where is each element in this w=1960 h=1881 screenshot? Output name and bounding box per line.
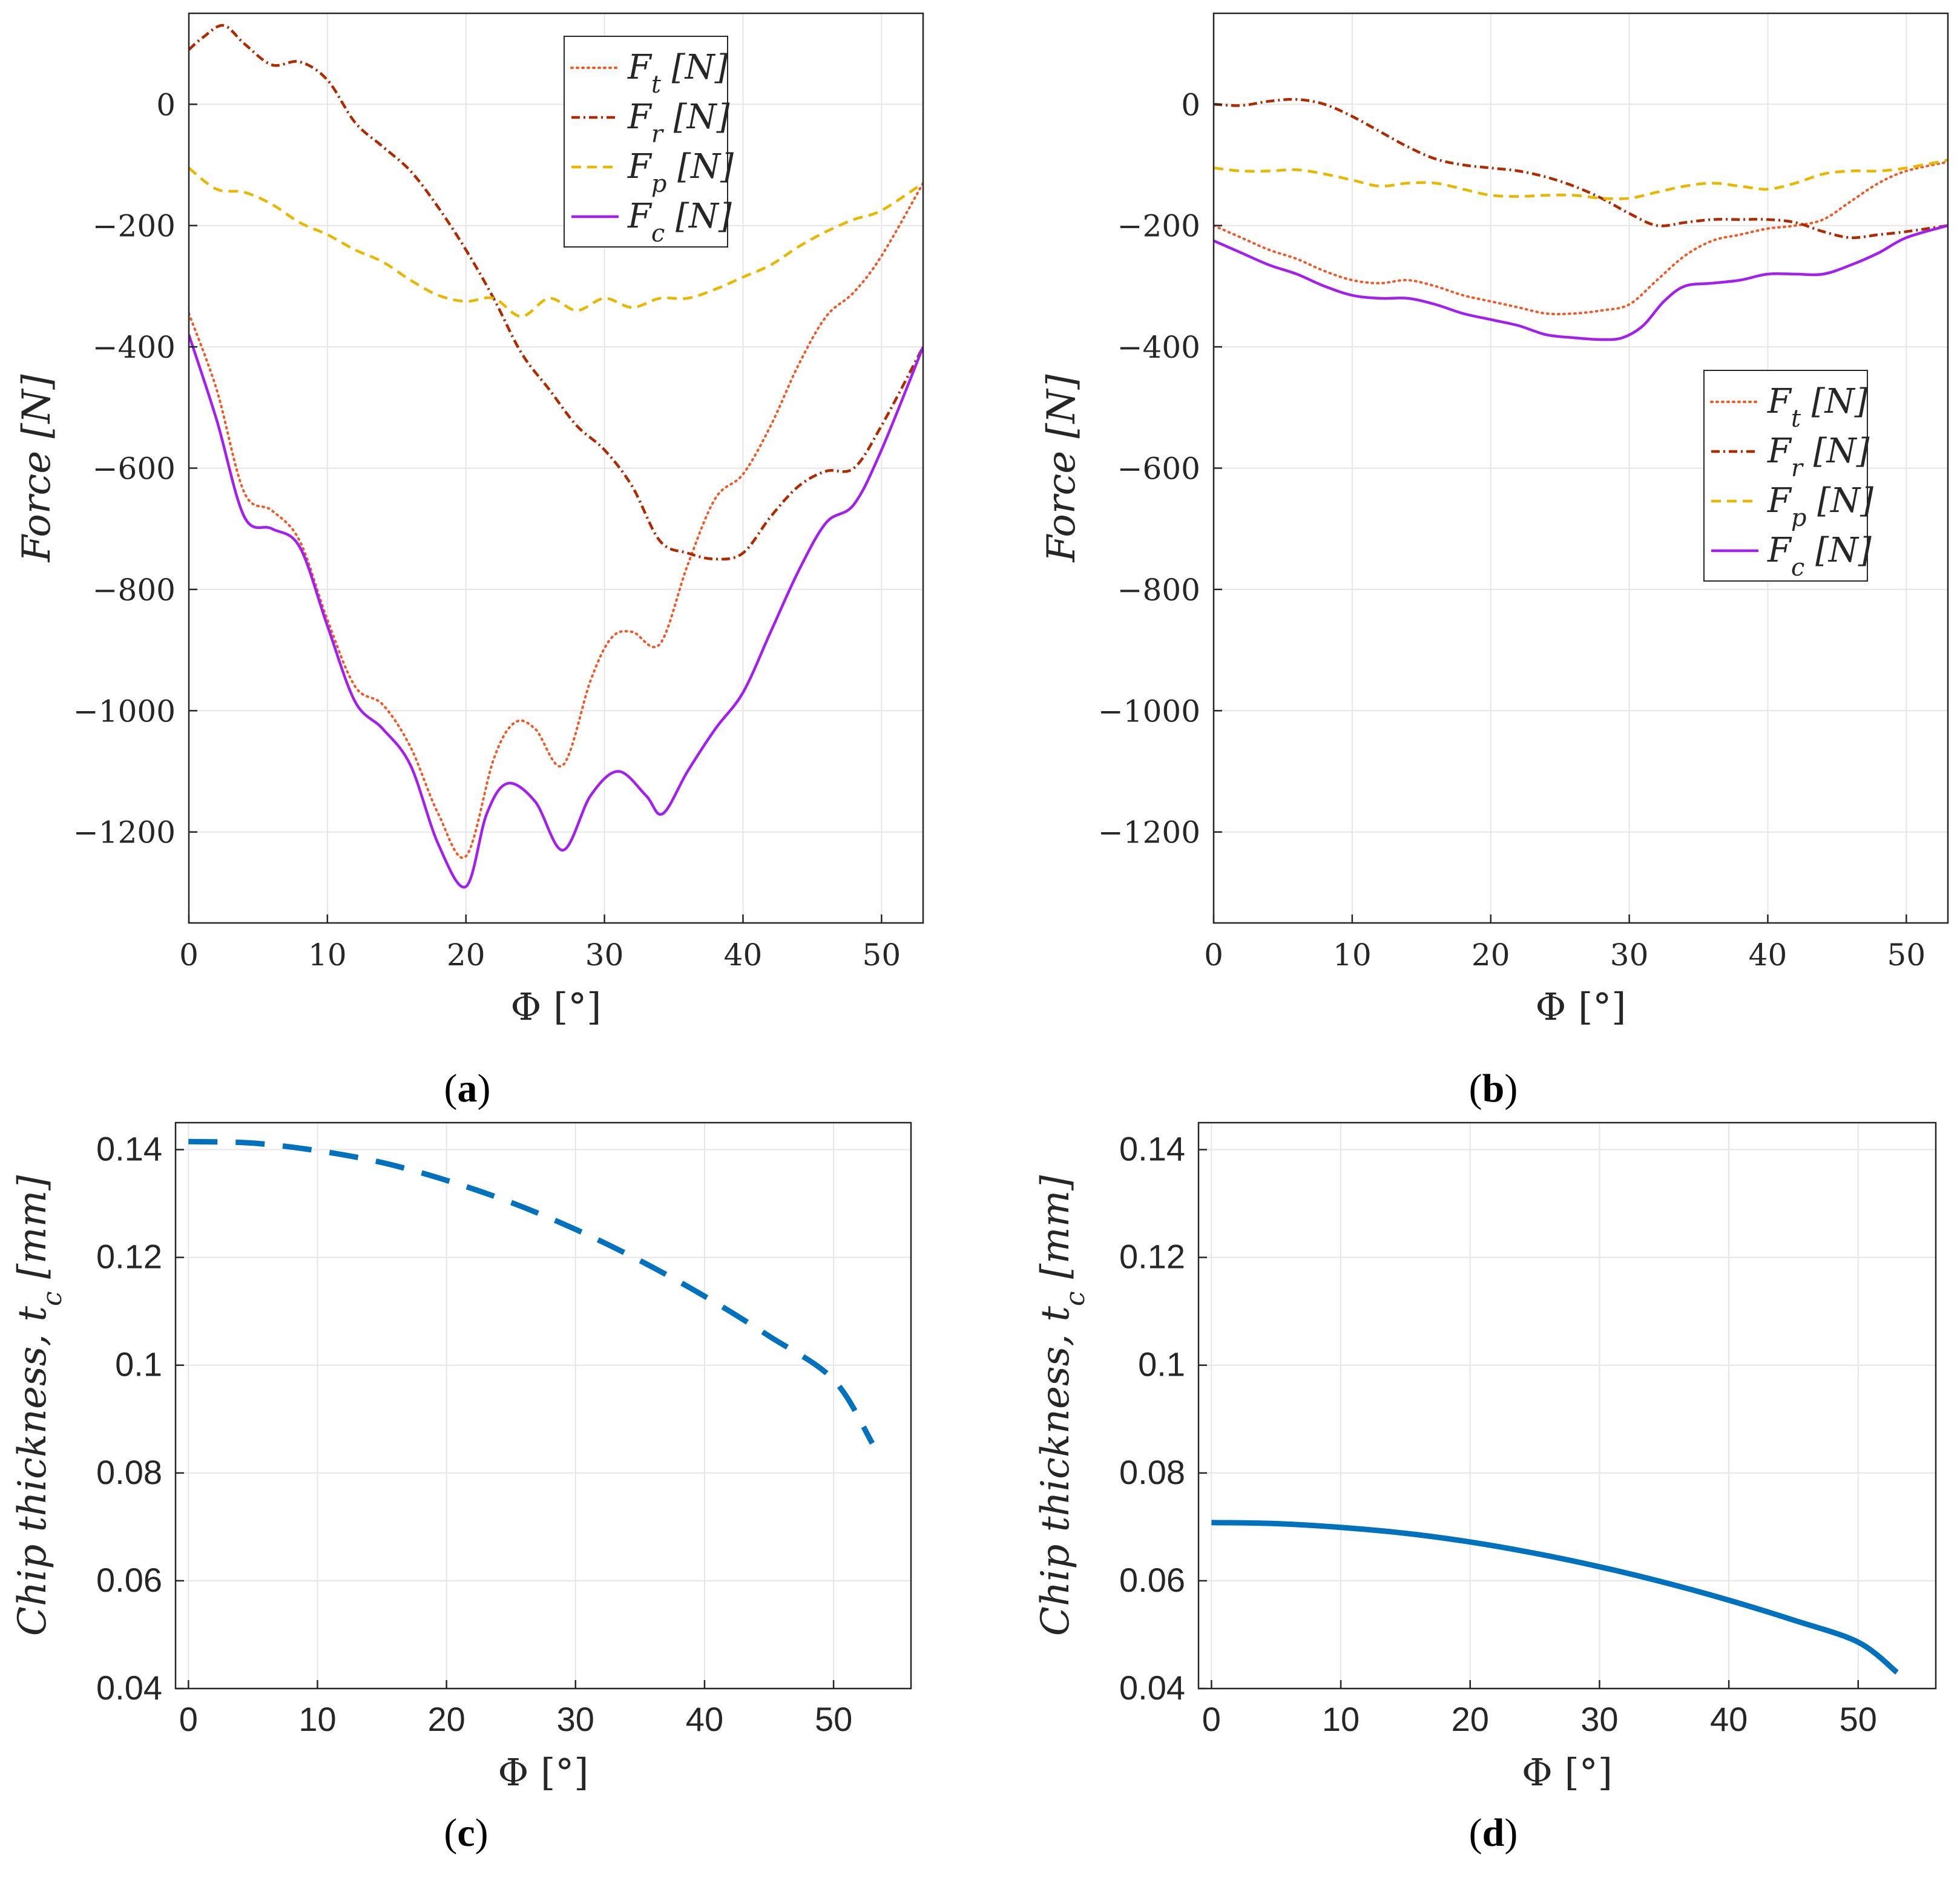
- x-tick-label: 20: [427, 1700, 465, 1738]
- x-tick-label: 50: [1887, 937, 1926, 973]
- y-tick-label: 0.12: [1119, 1238, 1185, 1276]
- panel-caption: (a): [444, 1066, 491, 1111]
- x-axis-label: Φ [°]: [511, 985, 602, 1029]
- y-tick-label: −1000: [73, 694, 176, 729]
- y-tick-label: 0: [1181, 87, 1200, 122]
- y-tick-label: −1000: [1098, 694, 1200, 729]
- series-line-Fr: [189, 24, 923, 561]
- x-tick-label: 50: [1840, 1700, 1877, 1738]
- x-tick-label: 10: [1333, 937, 1372, 973]
- legend-label-Fc: Fc [N]: [1767, 531, 1872, 582]
- x-tick-label: 10: [1322, 1700, 1360, 1738]
- chart-panel-b: 0 10 20 30 40 50 0 −200 −400 −600 −800 −1000 −1200 Φ …: [1039, 12, 1949, 1111]
- x-tick-label: 40: [1749, 937, 1787, 973]
- y-tick-label: 0.08: [1119, 1453, 1185, 1491]
- chart-panel-d: 0 10 20 30 40 50 0.04 0.06 0.08 0.1 0.12 0.14 Φ [°] C…: [1033, 1121, 1937, 1855]
- legend-box: [564, 36, 728, 248]
- y-tick-label: 0.1: [115, 1345, 162, 1384]
- y-axis-label: Chip thickness, tc [mm]: [10, 1175, 68, 1636]
- x-tick-label: 0: [179, 1700, 198, 1738]
- x-tick-label: 20: [1452, 1700, 1489, 1738]
- x-tick-label: 0: [1202, 1700, 1221, 1738]
- chart-panel-a: 0 10 20 30 40 50 0 −200 −400 −600 −800 −1000 −1200 Φ …: [15, 12, 924, 1111]
- legend-label-Ft: Ft [N]: [627, 48, 728, 99]
- series-line-Fc: [189, 334, 923, 889]
- y-tick-label: 0.08: [96, 1453, 162, 1491]
- y-tick-label: −200: [1117, 209, 1200, 244]
- series-line-Fp: [1214, 159, 1948, 200]
- y-axis-label: Chip thickness, tc [mm]: [1033, 1175, 1091, 1636]
- y-tick-label: −800: [93, 573, 176, 608]
- x-tick-label: 30: [1580, 1700, 1618, 1738]
- chart-panel-c: 0 10 20 30 40 50 0.04 0.06 0.08 0.1 0.12 0.14 Φ [°] C…: [10, 1121, 912, 1855]
- legend-label-Fp: Fp [N]: [627, 147, 734, 198]
- series-line-Ft: [1214, 160, 1948, 315]
- plot-area: [1199, 1123, 1936, 1689]
- series-line-Fr: [1214, 97, 1948, 240]
- x-tick-label: 0: [1204, 937, 1223, 973]
- panel-caption: (c): [444, 1811, 488, 1855]
- y-tick-label: 0: [156, 87, 176, 122]
- x-tick-label: 50: [863, 937, 901, 973]
- x-tick-label: 30: [585, 937, 624, 973]
- legend-label-Fr: Fr [N]: [1767, 432, 1870, 482]
- x-tick-label: 20: [1472, 937, 1510, 973]
- series-line-chip: [188, 1138, 875, 1445]
- y-axis-label: Force [N]: [15, 373, 59, 562]
- y-tick-label: 0.04: [1119, 1669, 1185, 1707]
- y-tick-label: 0.06: [1119, 1561, 1185, 1599]
- x-tick-label: 40: [724, 937, 763, 973]
- y-axis-label: Force [N]: [1039, 373, 1084, 562]
- y-tick-label: 0.06: [96, 1561, 162, 1599]
- y-tick-label: 0.04: [96, 1669, 162, 1707]
- x-tick-label: 0: [179, 937, 199, 973]
- legend-label-Fr: Fr [N]: [627, 97, 730, 148]
- y-tick-label: 0.1: [1138, 1345, 1185, 1384]
- plot-area: [176, 1123, 911, 1689]
- legend-label-Fc: Fc [N]: [627, 197, 732, 248]
- legend: Ft [N]Fr [N]Fp [N]Fc [N]: [564, 36, 734, 248]
- y-tick-label: 0.12: [96, 1238, 162, 1276]
- legend-label-Fp: Fp [N]: [1767, 481, 1873, 532]
- x-tick-label: 40: [686, 1700, 723, 1738]
- x-tick-label: 10: [308, 937, 347, 973]
- x-axis-label: Φ [°]: [498, 1750, 589, 1794]
- y-tick-label: −600: [1117, 451, 1200, 487]
- panel-caption: (d): [1469, 1811, 1518, 1855]
- y-tick-label: −600: [93, 451, 176, 487]
- x-tick-label: 30: [557, 1700, 594, 1738]
- series-line-chip: [1211, 1520, 1899, 1675]
- y-tick-label: −1200: [1098, 815, 1200, 850]
- series-line-Fc: [1214, 224, 1948, 341]
- legend-box: [1703, 370, 1868, 582]
- x-tick-label: 50: [815, 1700, 852, 1738]
- x-tick-label: 40: [1710, 1700, 1748, 1738]
- x-tick-label: 20: [447, 937, 485, 973]
- axes-frame: [174, 1121, 912, 1690]
- panel-caption: (b): [1469, 1066, 1518, 1111]
- y-tick-label: −200: [93, 209, 176, 244]
- y-tick-label: −400: [93, 330, 176, 365]
- legend-label-Ft: Ft [N]: [1767, 382, 1868, 433]
- series-line-Ft: [189, 182, 923, 859]
- y-tick-label: −1200: [73, 815, 176, 850]
- y-tick-label: 0.14: [96, 1130, 162, 1168]
- y-tick-label: −800: [1117, 573, 1200, 608]
- axes-frame: [1197, 1121, 1937, 1690]
- x-axis-label: Φ [°]: [1536, 985, 1626, 1029]
- x-axis-label: Φ [°]: [1522, 1750, 1613, 1794]
- legend: Ft [N]Fr [N]Fp [N]Fc [N]: [1703, 370, 1873, 582]
- x-tick-label: 10: [298, 1700, 336, 1738]
- x-tick-label: 30: [1610, 937, 1649, 973]
- y-tick-label: −400: [1117, 330, 1200, 365]
- y-tick-label: 0.14: [1119, 1130, 1185, 1168]
